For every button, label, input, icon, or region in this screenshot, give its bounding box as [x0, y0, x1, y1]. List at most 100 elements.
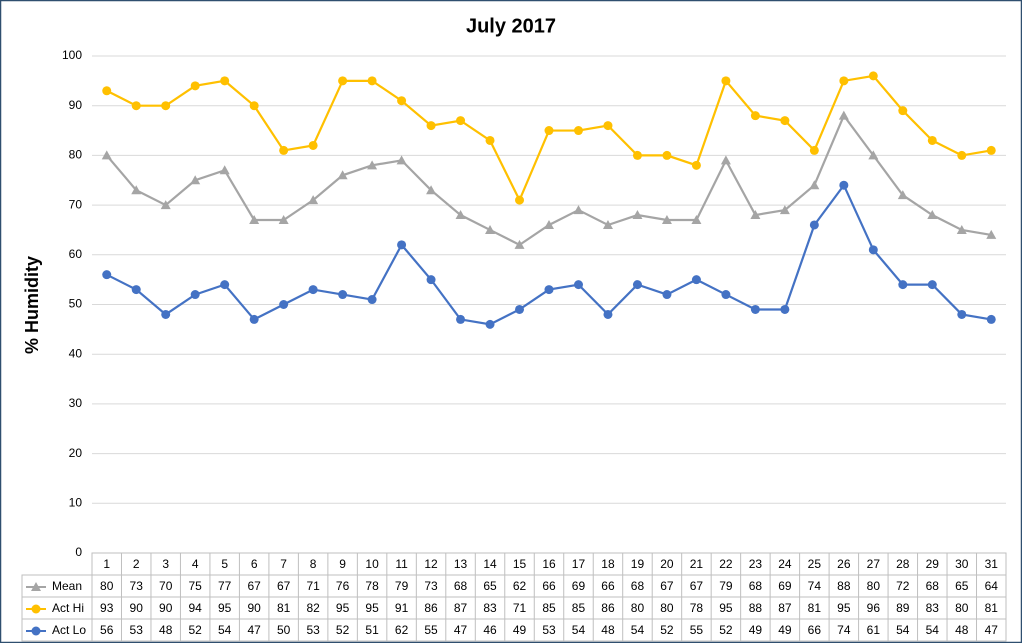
x-tick-label: 31 — [985, 557, 999, 571]
y-tick-label: 10 — [69, 495, 83, 509]
point — [573, 280, 583, 290]
table-value: 95 — [218, 601, 232, 615]
point — [161, 309, 171, 319]
table-value: 49 — [749, 623, 763, 637]
point — [249, 101, 259, 111]
point — [131, 101, 141, 111]
point — [662, 290, 672, 300]
table-value: 47 — [454, 623, 468, 637]
point — [308, 140, 318, 150]
legend-label: Act Hi — [52, 601, 84, 615]
table-value: 80 — [660, 601, 674, 615]
point — [485, 224, 496, 234]
point — [102, 86, 112, 96]
x-tick-label: 2 — [133, 557, 140, 571]
y-tick-label: 40 — [69, 346, 83, 360]
x-tick-label: 13 — [454, 557, 468, 571]
table-value: 69 — [778, 579, 792, 593]
point — [249, 215, 260, 225]
point — [279, 300, 289, 309]
legend-marker — [31, 582, 41, 591]
table-value: 52 — [336, 623, 350, 637]
point — [308, 285, 318, 295]
point — [426, 185, 437, 195]
legend-label: Act Lo — [52, 623, 86, 637]
point — [720, 155, 731, 165]
legend-marker — [31, 604, 41, 614]
point — [161, 101, 171, 111]
x-tick-label: 27 — [867, 557, 881, 571]
point — [131, 285, 141, 295]
point — [190, 290, 200, 300]
point — [927, 210, 938, 220]
point — [898, 280, 908, 290]
chart-title: July 2017 — [466, 15, 556, 37]
table-value: 75 — [189, 579, 203, 593]
table-value: 74 — [837, 623, 851, 637]
table-value: 91 — [395, 601, 409, 615]
table-value: 95 — [837, 601, 851, 615]
y-tick-label: 90 — [69, 98, 83, 112]
point — [249, 314, 259, 324]
table-value: 68 — [926, 579, 940, 593]
table-value: 62 — [395, 623, 409, 637]
table-value: 95 — [365, 601, 379, 615]
table-value: 54 — [572, 623, 586, 637]
table-value: 78 — [690, 601, 704, 615]
point — [927, 135, 937, 145]
x-tick-label: 22 — [719, 557, 733, 571]
table-value: 67 — [690, 579, 704, 593]
table-value: 55 — [690, 623, 704, 637]
table-value: 83 — [926, 601, 940, 615]
x-tick-label: 20 — [660, 557, 674, 571]
point — [279, 145, 289, 155]
point — [573, 205, 584, 215]
point — [957, 309, 967, 319]
table-value: 49 — [513, 623, 527, 637]
point — [485, 319, 495, 329]
y-tick-label: 100 — [62, 48, 82, 62]
table-value: 68 — [454, 579, 468, 593]
table-value: 77 — [218, 579, 232, 593]
point — [750, 304, 760, 314]
point — [838, 110, 849, 120]
table-value: 52 — [189, 623, 203, 637]
point — [956, 224, 967, 234]
table-value: 83 — [483, 601, 497, 615]
point — [515, 304, 525, 314]
x-tick-label: 11 — [395, 557, 408, 571]
point — [986, 314, 996, 324]
table-value: 95 — [336, 601, 350, 615]
table-value: 65 — [955, 579, 969, 593]
table-value: 49 — [778, 623, 792, 637]
point — [661, 215, 672, 225]
table-value: 95 — [719, 601, 733, 615]
table-value: 79 — [719, 579, 733, 593]
table-value: 48 — [601, 623, 615, 637]
point — [337, 170, 348, 180]
x-tick-label: 26 — [837, 557, 851, 571]
point — [750, 210, 761, 220]
point — [131, 185, 142, 195]
x-tick-label: 23 — [749, 557, 763, 571]
table-value: 72 — [896, 579, 910, 593]
point — [691, 215, 702, 225]
point — [396, 155, 407, 165]
point — [632, 150, 642, 160]
table-value: 86 — [424, 601, 438, 615]
table-value: 65 — [483, 579, 497, 593]
point — [839, 180, 849, 190]
point — [809, 220, 819, 230]
x-tick-label: 15 — [513, 557, 527, 571]
x-tick-label: 19 — [631, 557, 645, 571]
x-tick-label: 28 — [896, 557, 910, 571]
x-tick-label: 3 — [162, 557, 169, 571]
point — [456, 116, 466, 126]
table-value: 47 — [985, 623, 999, 637]
table-value: 87 — [778, 601, 792, 615]
table-value: 68 — [631, 579, 645, 593]
table-value: 80 — [955, 601, 969, 615]
x-tick-label: 21 — [690, 557, 704, 571]
point — [367, 160, 378, 170]
